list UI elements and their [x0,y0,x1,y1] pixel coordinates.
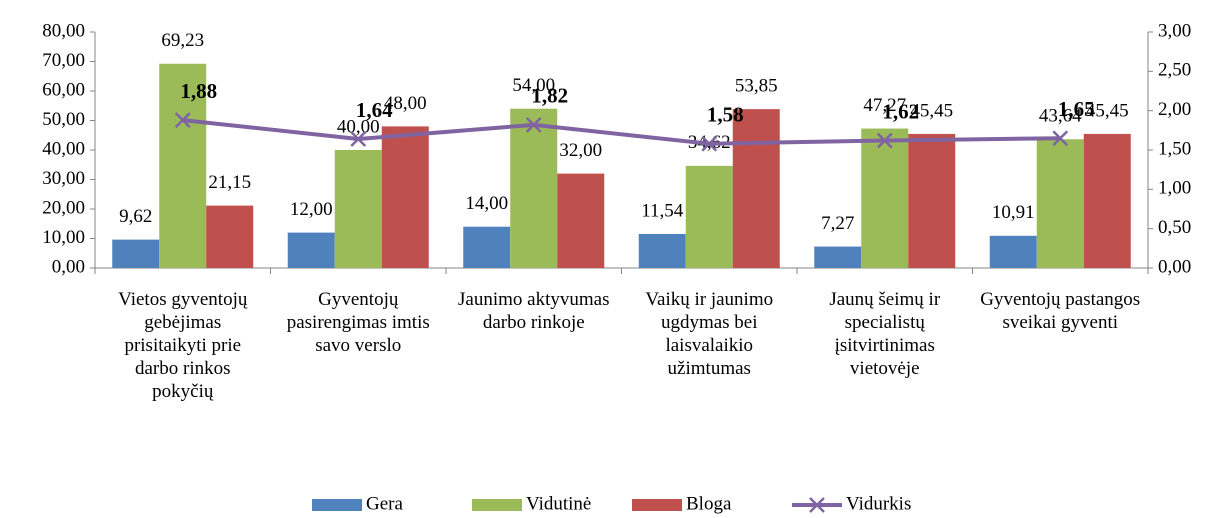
y2-tick-label: 0,00 [1158,256,1191,277]
line-label: 1,62 [882,99,919,123]
line-marker [350,131,367,147]
marker-x [876,132,893,149]
bar [510,108,558,268]
y-tick-label: 40,00 [42,138,85,159]
legend-marker [809,497,825,513]
data-label: 45,45 [1086,100,1129,121]
x-tick-label: Vietos gyventojų gebėjimas prisitaikyti … [118,289,248,402]
legend-label: Vidutinė [526,493,591,514]
bar [685,165,733,268]
y2-tick-label: 2,50 [1158,60,1191,81]
legend-item: Vidurkis [792,493,911,514]
bar [1036,139,1084,268]
marker-x [525,116,542,133]
bar [206,205,254,268]
bar [814,246,862,268]
x-tick-label: Jaunimo aktyvumas darbo rinkoje [458,289,610,333]
legend-item: Vidutinė [472,493,591,514]
data-label: 47,27 [863,95,906,116]
line-marker [876,132,893,149]
marker-x [1052,130,1069,147]
bar [159,63,207,268]
bar [732,109,780,268]
bar [908,133,956,268]
line-label: 1,88 [180,79,217,103]
legend-swatch [312,499,362,511]
data-label: 32,00 [559,140,602,161]
data-label: 43,64 [1039,106,1082,127]
legend-label: Vidurkis [846,493,911,514]
y-tick-label: 10,00 [42,227,85,248]
line [182,118,1061,146]
x-tick-label: Gyventojų pastangos sveikai gyventi [980,289,1141,333]
line-marker [1052,130,1069,147]
bar [861,128,909,268]
bar [557,173,605,268]
data-label: 7,27 [821,213,854,234]
data-label: 53,85 [735,76,778,97]
legend-label: Bloga [686,493,732,514]
bar [1083,133,1131,268]
y-tick-label: 30,00 [42,168,85,189]
y2-tick-label: 3,00 [1158,20,1191,41]
data-label: 11,54 [641,200,684,221]
bar [334,150,382,268]
y2-tick-label: 2,00 [1158,99,1191,120]
line-label: 1,65 [1058,97,1095,121]
data-label: 14,00 [465,193,508,214]
data-label: 21,15 [208,172,251,193]
data-label: 54,00 [512,75,555,96]
line-marker [701,135,718,152]
y-tick-label: 50,00 [42,109,85,130]
line-marker [525,116,542,133]
y-tick-label: 0,00 [52,256,85,277]
legend-swatch [632,499,682,511]
line-marker [174,112,191,128]
data-label: 40,00 [337,116,380,137]
bar [112,239,160,268]
legend-label: Gera [366,493,403,514]
line-label: 1,58 [707,103,744,127]
legend-item: Bloga [632,493,732,514]
data-label: 48,00 [384,93,427,114]
data-label: 10,91 [992,202,1035,223]
bar [287,232,335,268]
data-label: 12,00 [290,199,333,220]
legend-swatch [472,499,522,511]
data-label: 9,62 [119,206,152,227]
legend-item: Gera [312,493,403,514]
bar [638,233,686,268]
y-tick-label: 60,00 [42,79,85,100]
x-tick-label: Gyventojų pasirengimas imtis savo verslo [286,289,430,356]
marker-x [350,131,367,147]
x-tick-label: Jaunų šeimų ir specialistų įsitvirtinima… [829,289,941,379]
line-label: 1,64 [356,98,393,122]
y-tick-label: 20,00 [42,197,85,218]
x-tick-label: Vaikų ir jaunimo ugdymas bei laisvalaiki… [645,289,774,379]
marker-x [701,135,718,152]
y-tick-label: 80,00 [42,20,85,41]
bar [381,126,429,269]
line-label: 1,82 [531,84,568,108]
bar [989,235,1037,268]
bar [463,226,511,268]
data-label: 69,23 [161,30,204,51]
y2-tick-label: 1,50 [1158,138,1191,159]
y2-tick-label: 0,50 [1158,217,1191,238]
marker-x [174,112,191,128]
y-tick-label: 70,00 [42,50,85,71]
y2-tick-label: 1,00 [1158,178,1191,199]
data-label: 45,45 [910,100,953,121]
